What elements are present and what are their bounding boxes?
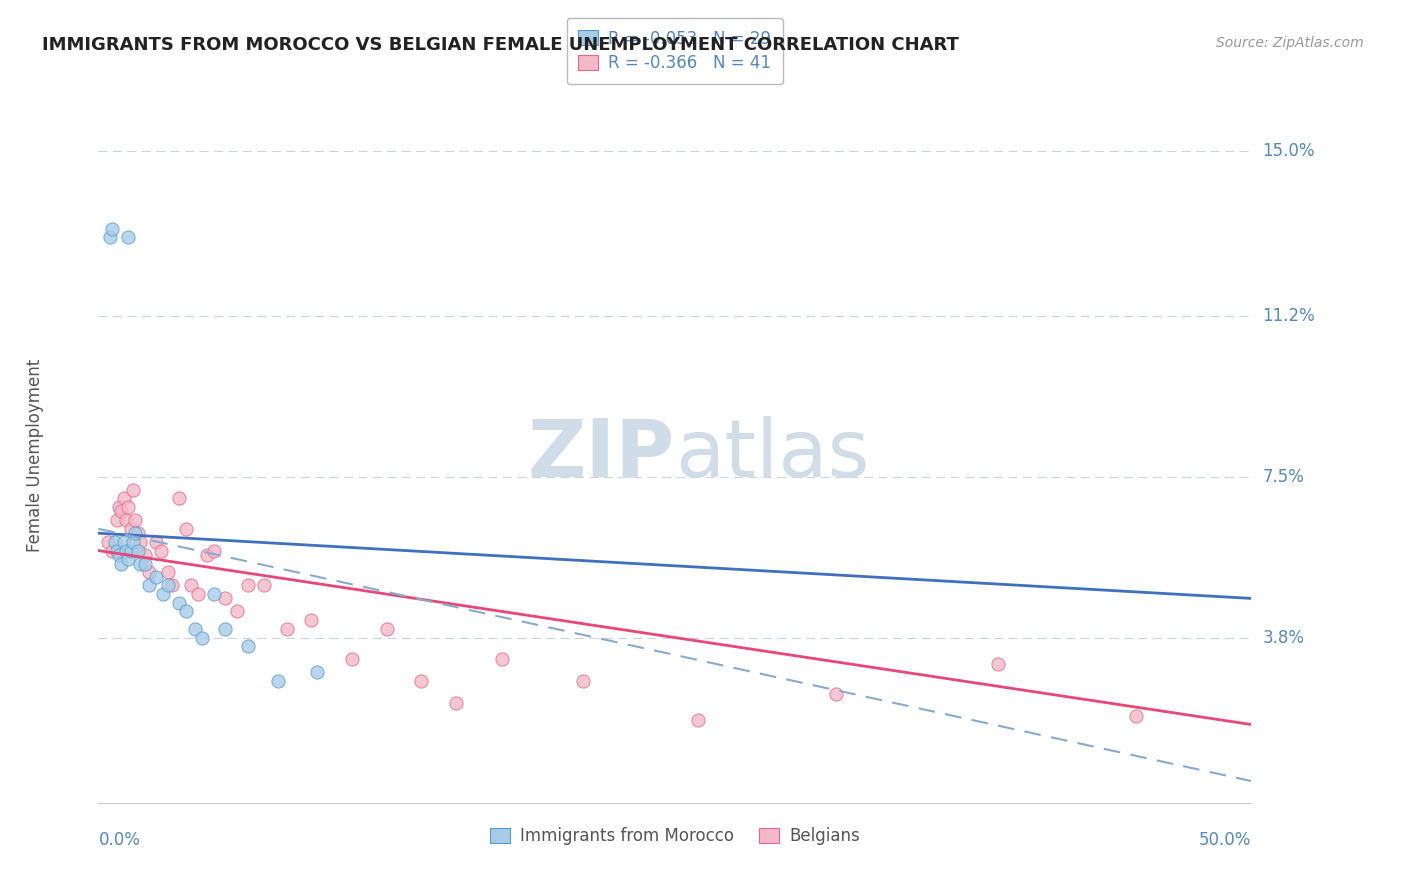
Point: [108, 548, 131, 562]
Point: [156, 566, 179, 580]
Point: [117, 552, 139, 566]
Point: [122, 483, 145, 497]
Point: [987, 657, 1010, 671]
Point: [156, 578, 179, 592]
Text: ZIP: ZIP: [527, 416, 675, 494]
Point: [167, 596, 190, 610]
Point: [167, 491, 190, 506]
Point: [174, 605, 197, 619]
Point: [571, 674, 593, 689]
Text: 7.5%: 7.5%: [1263, 467, 1305, 485]
Point: [187, 587, 209, 601]
Point: [225, 605, 247, 619]
Point: [127, 543, 149, 558]
Text: 3.8%: 3.8%: [1263, 629, 1305, 647]
Point: [129, 557, 152, 571]
Point: [191, 631, 214, 645]
Point: [411, 674, 433, 689]
Point: [145, 570, 167, 584]
Point: [127, 526, 149, 541]
Point: [195, 548, 218, 562]
Point: [340, 652, 363, 666]
Point: [307, 665, 329, 680]
Point: [238, 639, 260, 653]
Point: [112, 491, 135, 506]
Point: [686, 713, 709, 727]
Point: [103, 535, 125, 549]
Point: [214, 591, 236, 606]
Point: [1125, 708, 1147, 723]
Point: [117, 230, 139, 244]
Point: [105, 543, 128, 558]
Text: IMMIGRANTS FROM MOROCCO VS BELGIAN FEMALE UNEMPLOYMENT CORRELATION CHART: IMMIGRANTS FROM MOROCCO VS BELGIAN FEMAL…: [42, 36, 959, 54]
Point: [202, 587, 225, 601]
Point: [110, 504, 132, 518]
Point: [202, 543, 225, 558]
Point: [276, 622, 298, 636]
Point: [110, 557, 132, 571]
Point: [98, 230, 121, 244]
Point: [375, 622, 398, 636]
Point: [124, 526, 146, 541]
Text: 11.2%: 11.2%: [1263, 307, 1315, 325]
Point: [115, 513, 138, 527]
Point: [122, 535, 145, 549]
Point: [825, 687, 848, 701]
Point: [138, 566, 160, 580]
Point: [112, 535, 135, 549]
Text: 15.0%: 15.0%: [1263, 142, 1315, 160]
Point: [491, 652, 513, 666]
Point: [174, 522, 197, 536]
Point: [253, 578, 276, 592]
Legend: Immigrants from Morocco, Belgians: Immigrants from Morocco, Belgians: [478, 816, 872, 857]
Point: [444, 696, 467, 710]
Point: [160, 578, 183, 592]
Point: [120, 522, 142, 536]
Point: [134, 557, 156, 571]
Point: [267, 674, 290, 689]
Text: atlas: atlas: [675, 416, 869, 494]
Point: [117, 500, 139, 514]
Point: [101, 543, 124, 558]
Point: [214, 622, 236, 636]
Point: [129, 535, 152, 549]
Point: [180, 578, 202, 592]
Point: [238, 578, 260, 592]
Point: [152, 587, 174, 601]
Point: [97, 535, 120, 549]
Point: [134, 548, 156, 562]
Point: [115, 543, 138, 558]
Point: [105, 513, 128, 527]
Point: [138, 578, 160, 592]
Point: [184, 622, 207, 636]
Text: 0.0%: 0.0%: [98, 830, 141, 848]
Point: [149, 543, 172, 558]
Point: [101, 221, 124, 235]
Text: 50.0%: 50.0%: [1199, 830, 1251, 848]
Text: Source: ZipAtlas.com: Source: ZipAtlas.com: [1216, 36, 1364, 50]
Point: [124, 513, 146, 527]
Text: Female Unemployment: Female Unemployment: [25, 359, 44, 551]
Point: [299, 613, 322, 627]
Point: [108, 500, 131, 514]
Point: [145, 535, 167, 549]
Point: [120, 543, 142, 558]
